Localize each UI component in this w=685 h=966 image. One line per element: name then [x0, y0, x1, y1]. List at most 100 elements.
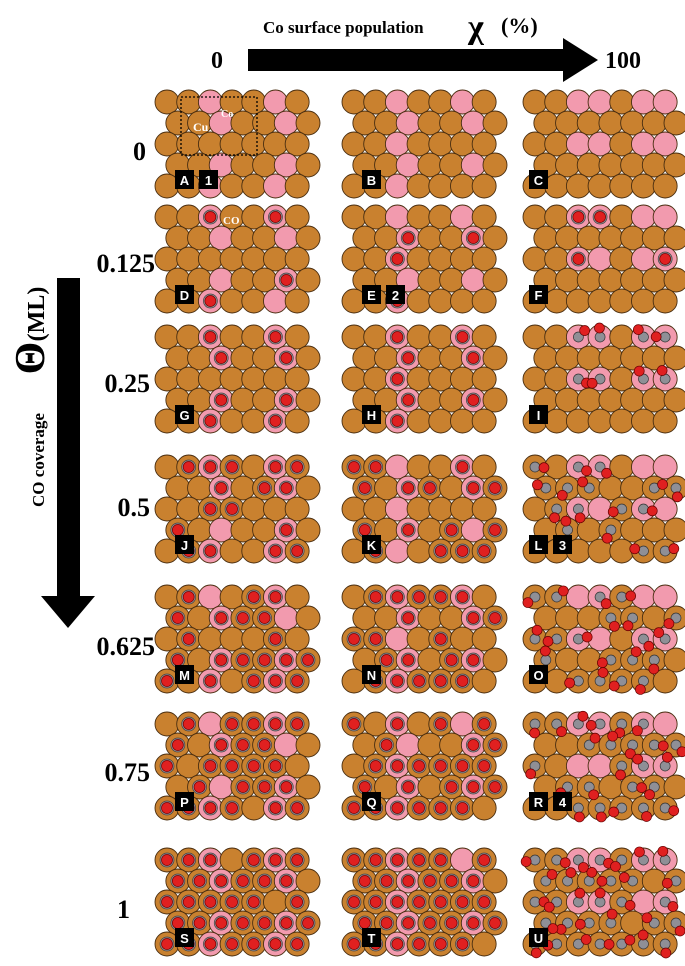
cu-atom: [576, 267, 602, 293]
cu-atom: [439, 732, 465, 758]
co-atom: [395, 152, 421, 178]
cu-atom: [241, 131, 267, 157]
cu-atom: [652, 408, 678, 434]
carbon-atom: [659, 331, 671, 343]
oxygen-atom: [489, 917, 501, 929]
cu-atom: [471, 173, 497, 199]
panel-letter: A: [180, 173, 190, 188]
cu-atom: [263, 246, 288, 272]
oxygen-atom: [456, 545, 469, 557]
cu-atom: [555, 732, 580, 758]
cu-atom: [295, 605, 321, 631]
oxygen-atom: [653, 627, 665, 638]
oxygen-atom: [348, 938, 360, 950]
panel-label-box: [529, 792, 548, 811]
cu-atom: [241, 366, 267, 392]
oxygen-atom: [489, 524, 501, 536]
oxygen-atom: [204, 295, 217, 307]
oxygen-atom: [291, 545, 304, 557]
cu-atom: [295, 774, 321, 800]
cu-atom: [471, 324, 497, 350]
cu-atom: [533, 225, 559, 251]
oxygen-atom: [629, 543, 641, 555]
oxygen-atom: [672, 491, 683, 503]
oxygen-atom: [204, 331, 217, 343]
oxygen-atom: [258, 612, 271, 624]
oxygen-atom: [556, 726, 567, 737]
co-atom: [384, 131, 410, 157]
co-atom: [565, 131, 591, 157]
oxygen-atom: [434, 938, 447, 950]
row-label-2: 0.25: [105, 369, 151, 398]
cu-atom: [341, 246, 367, 272]
cu-atom: [406, 131, 432, 157]
co-atom: [631, 131, 656, 157]
oxygen-atom: [237, 654, 249, 666]
oxygen-atom: [182, 461, 195, 473]
cu-atom: [450, 408, 475, 434]
cu-atom: [154, 324, 180, 350]
oxygen-atom: [467, 232, 480, 244]
oxygen-atom: [215, 612, 228, 624]
oxygen-atom: [434, 591, 447, 603]
cu-atom: [284, 288, 310, 314]
cu-atom: [374, 605, 399, 631]
panel-label-box: [175, 792, 194, 811]
carbon-atom: [627, 781, 638, 793]
cu-atom: [219, 668, 245, 694]
oxygen-atom: [641, 811, 652, 822]
panel-s: S: [154, 847, 321, 957]
cu-atom: [471, 454, 497, 480]
oxygen-atom: [478, 896, 491, 908]
oxygen-atom: [369, 760, 382, 772]
oxygen-atom: [258, 654, 271, 666]
co-atom: [565, 584, 591, 610]
cu-atom: [176, 204, 202, 230]
cu-atom: [417, 110, 443, 136]
oxygen-atom: [215, 394, 228, 406]
cu-atom: [374, 475, 399, 501]
cu-atom: [219, 538, 245, 564]
oxygen-atom: [258, 482, 271, 494]
cu-atom: [241, 173, 267, 199]
cu-atom: [230, 475, 256, 501]
cu-atom: [663, 774, 685, 800]
cu-atom: [522, 89, 548, 115]
co-atom: [587, 753, 613, 779]
oxygen-atom: [280, 482, 293, 494]
carbon-atom: [573, 675, 584, 687]
cu-atom: [471, 89, 497, 115]
oxygen-atom: [402, 482, 415, 494]
carbon-atom: [616, 591, 628, 603]
theta-axis: Θ (ML) CO coverage: [8, 278, 95, 628]
cu-atom: [352, 110, 378, 136]
cu-atom: [241, 408, 267, 434]
cu-atom: [406, 89, 432, 115]
cu-atom: [284, 408, 310, 434]
cu-atom: [544, 131, 570, 157]
cu-atom: [241, 204, 267, 230]
cu-atom: [598, 110, 624, 136]
oxygen-atom: [204, 896, 217, 908]
oxygen-atom: [667, 901, 679, 912]
cu-atom: [439, 387, 465, 413]
cu-atom: [406, 454, 432, 480]
cu-atom: [363, 711, 389, 737]
cu-atom: [284, 366, 310, 392]
oxygen-atom: [247, 854, 260, 866]
cu-atom: [576, 152, 602, 178]
oxygen-atom: [556, 489, 568, 501]
cu-atom: [176, 246, 202, 272]
cu-atom: [555, 152, 580, 178]
co-atom: [652, 89, 678, 115]
carbon-atom: [605, 739, 617, 751]
cu-atom: [374, 110, 399, 136]
cu-atom: [522, 131, 548, 157]
oxygen-atom: [291, 938, 304, 950]
oxygen-atom: [467, 612, 480, 624]
oxygen-atom: [204, 503, 217, 515]
carbon-atom: [638, 545, 649, 557]
panel-label-box: [362, 285, 381, 304]
cu-atom: [284, 496, 310, 522]
panel-label-box: [529, 535, 548, 554]
